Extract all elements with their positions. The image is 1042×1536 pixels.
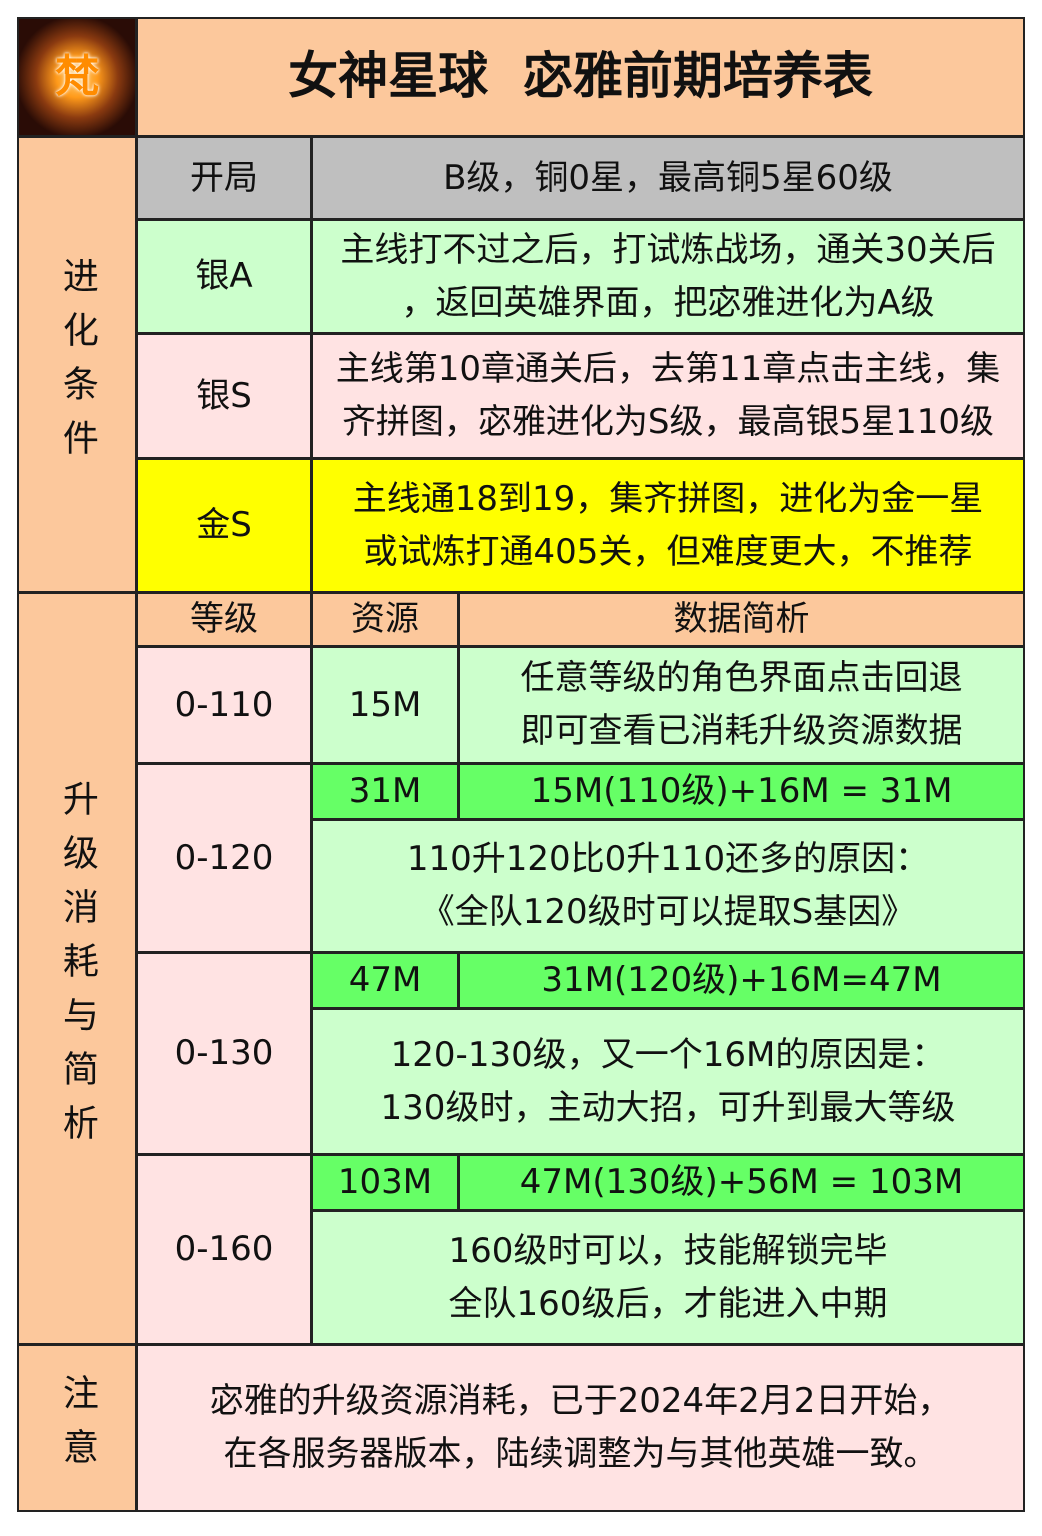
row-label-start: 开局: [136, 136, 312, 220]
note-0-130: 120-130级，又一个16M的原因是： 130级时，主动大招，可升到最大等级: [311, 1008, 1025, 1155]
text-line: 130级时，主动大招，可升到最大等级: [380, 1087, 956, 1128]
evolution-section-label: 进化条件: [17, 136, 137, 593]
text-line: 主线通18到19，集齐拼图，进化为金一星: [352, 478, 984, 519]
row-label-silver-s: 银S: [136, 333, 312, 459]
text-line: 或试炼打通405关，但难度更大，不推荐: [363, 531, 973, 572]
notice-label: 注意: [17, 1344, 137, 1512]
header-resource: 资源: [311, 592, 459, 647]
text-line: 《全队120级时可以提取S基因》: [420, 892, 916, 932]
text-line: 任意等级的角色界面点击回退: [520, 658, 963, 699]
resource-0-160: 103M: [311, 1154, 459, 1211]
level-0-130: 0-130: [136, 952, 312, 1155]
text-line: 在各服务器版本，陆续调整为与其他英雄一致。: [223, 1434, 938, 1474]
level-0-110: 0-110: [136, 646, 312, 764]
header-analysis: 数据简析: [458, 592, 1025, 647]
row-text-gold-s: 主线通18到19，集齐拼图，进化为金一星 或试炼打通405关，但难度更大，不推荐: [311, 458, 1025, 593]
text-line: 主线打不过之后，打试炼战场，通关30关后: [340, 229, 996, 270]
text-line: 160级时可以，技能解锁完毕: [448, 1230, 888, 1271]
resource-0-130: 47M: [311, 952, 459, 1009]
level-0-160: 0-160: [136, 1154, 312, 1345]
note-0-120: 110升120比0升110还多的原因： 《全队120级时可以提取S基因》: [311, 819, 1025, 953]
analysis-0-110: 任意等级的角色界面点击回退 即可查看已消耗升级资源数据: [458, 646, 1025, 764]
header-level: 等级: [136, 592, 312, 647]
row-text-silver-a: 主线打不过之后，打试炼战场，通关30关后 ，返回英雄界面，把宓雅进化为A级: [311, 219, 1025, 334]
note-0-160: 160级时可以，技能解锁完毕 全队160级后，才能进入中期: [311, 1210, 1025, 1345]
page-title: 女神星球 宓雅前期培养表: [136, 17, 1025, 137]
upgrade-section-label: 升级消耗与简析: [17, 592, 137, 1345]
formula-0-130: 31M(120级)+16M=47M: [458, 952, 1025, 1009]
notice-text: 宓雅的升级资源消耗，已于2024年2月2日开始， 在各服务器版本，陆续调整为与其他…: [136, 1344, 1025, 1512]
text-line: 齐拼图，宓雅进化为S级，最高银5星110级: [341, 402, 995, 442]
row-label-silver-a: 银A: [136, 219, 312, 334]
text-line: 120-130级，又一个16M的原因是：: [390, 1034, 946, 1075]
text-line: 主线第10章通关后，去第11章点击主线，集: [335, 349, 1001, 390]
resource-0-120: 31M: [311, 763, 459, 820]
text-line: 110升120比0升110还多的原因：: [406, 839, 930, 880]
formula-0-120: 15M(110级)+16M = 31M: [458, 763, 1025, 820]
text-line: 宓雅的升级资源消耗，已于2024年2月2日开始，: [209, 1381, 952, 1422]
row-text-silver-s: 主线第10章通关后，去第11章点击主线，集 齐拼图，宓雅进化为S级，最高银5星11…: [311, 333, 1025, 459]
level-0-120: 0-120: [136, 763, 312, 953]
resource-0-110: 15M: [311, 646, 459, 764]
row-label-gold-s: 金S: [136, 458, 312, 593]
text-line: 全队160级后，才能进入中期: [448, 1283, 888, 1324]
logo-emblem-icon: 梵: [17, 17, 137, 137]
row-text-start: B级，铜0星，最高铜5星60级: [311, 136, 1025, 220]
formula-0-160: 47M(130级)+56M = 103M: [458, 1154, 1025, 1211]
logo-text: 梵: [55, 50, 99, 102]
text-line: ，返回英雄界面，把宓雅进化为A级: [401, 282, 935, 323]
text-line: 即可查看已消耗升级资源数据: [520, 711, 963, 751]
text-line: B级，铜0星，最高铜5星60级: [443, 157, 893, 198]
